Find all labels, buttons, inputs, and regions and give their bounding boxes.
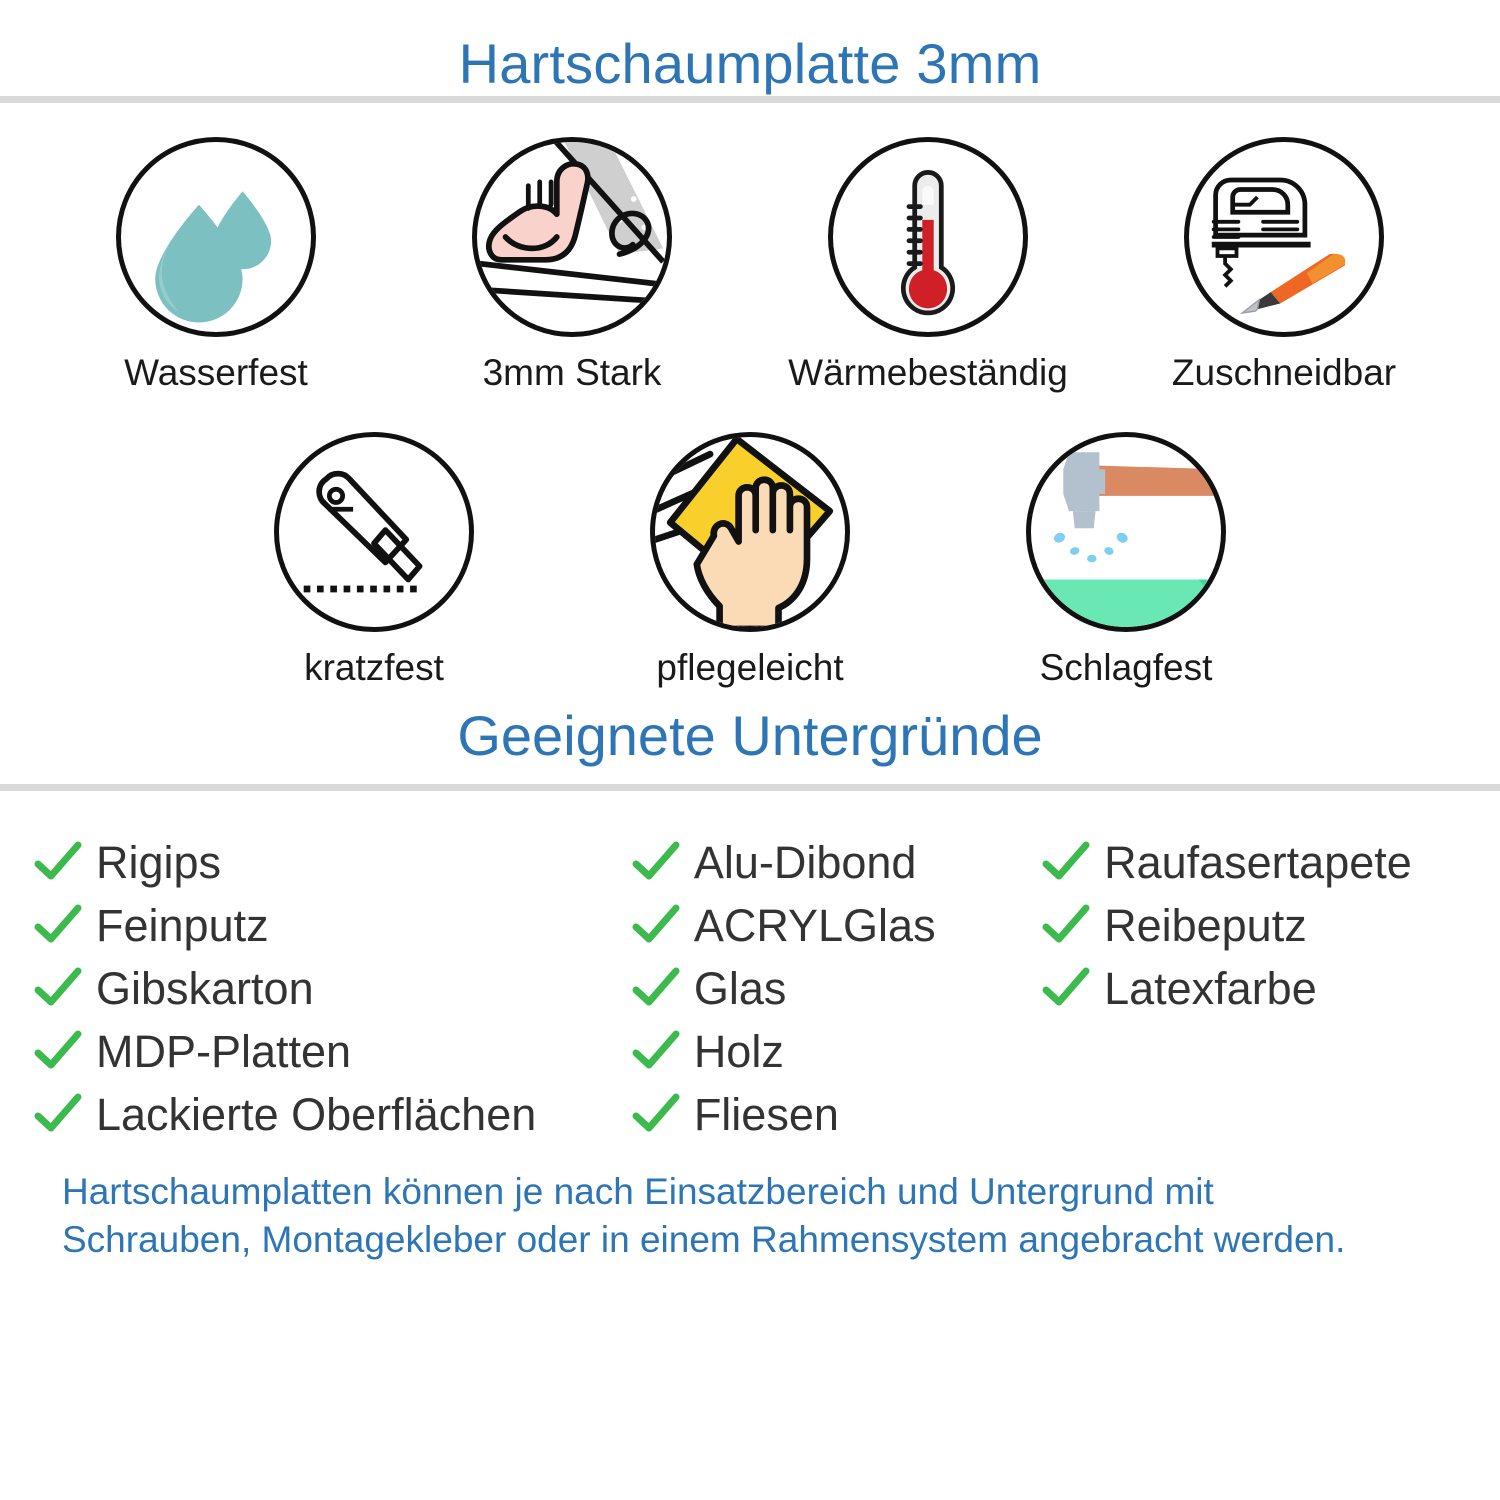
- hand-cleaning-cloth-icon: [650, 431, 850, 632]
- cutter-knife-scratch-icon: [274, 431, 474, 632]
- flexed-arm-board-icon: [472, 137, 672, 337]
- list-item[interactable]: Latexfarbe: [1042, 957, 1466, 1020]
- list-item[interactable]: Reibeputz: [1042, 894, 1466, 957]
- feature-pflegeleicht[interactable]: pflegeleicht: [630, 431, 870, 689]
- hammer-impact-icon: [1026, 431, 1226, 632]
- list-item[interactable]: ACRYLGlas: [632, 894, 1042, 957]
- header-divider: [0, 96, 1500, 103]
- check-icon: [34, 839, 82, 887]
- list-item[interactable]: Lackierte Oberflächen: [34, 1083, 632, 1146]
- feature-zuschneidbar[interactable]: Zuschneidbar: [1164, 137, 1404, 394]
- list-item[interactable]: Alu-Dibond: [632, 831, 1042, 894]
- list-item[interactable]: Glas: [632, 957, 1042, 1020]
- check-icon: [632, 1028, 680, 1076]
- footer-line-1: Hartschaumplatten können je nach Einsatz…: [62, 1171, 1214, 1213]
- list-item[interactable]: Rigips: [34, 831, 632, 894]
- list-item-label: Alu-Dibond: [693, 837, 917, 889]
- feature-row-2: kratzfest pflegeleicht: [0, 431, 1500, 689]
- check-icon: [632, 1091, 680, 1139]
- feature-label: pflegeleicht: [656, 646, 844, 688]
- thermometer-icon: [828, 137, 1028, 337]
- feature-waermebestaendig[interactable]: Wärmebeständig: [788, 137, 1068, 394]
- list-item-label: ACRYLGlas: [693, 900, 936, 952]
- list-item-label: Rigips: [96, 837, 222, 889]
- list-item-label: Fliesen: [693, 1089, 839, 1141]
- check-icon: [1042, 965, 1090, 1013]
- substrates-list: Rigips Feinputz Gibskarton MDP-Platten L…: [0, 791, 1500, 1146]
- check-icon: [34, 1091, 82, 1139]
- feature-label: Zuschneidbar: [1171, 352, 1397, 393]
- list-item[interactable]: Raufasertapete: [1042, 831, 1466, 894]
- feature-label: kratzfest: [304, 646, 444, 688]
- list-item[interactable]: MDP-Platten: [34, 1020, 632, 1083]
- page-title: Hartschaumplatte 3mm: [458, 32, 1042, 95]
- list-item-label: Reibeputz: [1104, 900, 1307, 952]
- check-icon: [632, 902, 680, 950]
- feature-wasserfest[interactable]: Wasserfest: [96, 137, 336, 394]
- feature-label: Schlagfest: [1039, 646, 1213, 688]
- feature-label: 3mm Stark: [482, 352, 662, 393]
- check-icon: [632, 965, 680, 1013]
- check-icon: [34, 902, 82, 950]
- check-icon: [1042, 902, 1090, 950]
- feature-kratzfest[interactable]: kratzfest: [254, 431, 494, 689]
- footer-line-2: Schrauben, Montagekleber oder in einem R…: [62, 1218, 1346, 1260]
- check-icon: [34, 1028, 82, 1076]
- check-icon: [632, 839, 680, 887]
- feature-schlagfest[interactable]: Schlagfest: [1006, 431, 1246, 689]
- substrates-column-2: Alu-Dibond ACRYLGlas Glas Holz Fliesen: [632, 831, 1042, 1146]
- list-item-label: Gibskarton: [96, 963, 314, 1015]
- footer-note: Hartschaumplatten können je nach Einsatz…: [0, 1146, 1500, 1263]
- substrates-title: Geeignete Untergründe: [457, 704, 1043, 768]
- substrates-column-3: Raufasertapete Reibeputz Latexfarbe: [1042, 831, 1466, 1146]
- water-drops-icon: [116, 137, 316, 337]
- jigsaw-cutter-icon: [1184, 137, 1384, 337]
- check-icon: [34, 965, 82, 1013]
- feature-grid: Wasserfest: [0, 103, 1500, 688]
- list-item-label: Raufasertapete: [1104, 837, 1412, 889]
- feature-label: Wasserfest: [124, 352, 308, 393]
- feature-3mm-stark[interactable]: 3mm Stark: [452, 137, 692, 394]
- list-item[interactable]: Holz: [632, 1020, 1042, 1083]
- list-item[interactable]: Fliesen: [632, 1083, 1042, 1146]
- list-item[interactable]: Feinputz: [34, 894, 632, 957]
- list-item-label: Feinputz: [96, 900, 269, 952]
- substrates-column-1: Rigips Feinputz Gibskarton MDP-Platten L…: [34, 831, 632, 1146]
- feature-row-1: Wasserfest: [0, 137, 1500, 394]
- list-item[interactable]: Gibskarton: [34, 957, 632, 1020]
- check-icon: [1042, 839, 1090, 887]
- list-item-label: Holz: [693, 1026, 784, 1078]
- list-item-label: Glas: [693, 963, 787, 1015]
- feature-label: Wärmebeständig: [788, 352, 1068, 393]
- substrates-divider: [0, 784, 1500, 792]
- list-item-label: Lackierte Oberflächen: [96, 1089, 537, 1141]
- list-item-label: MDP-Platten: [96, 1026, 352, 1078]
- list-item-label: Latexfarbe: [1104, 963, 1317, 1015]
